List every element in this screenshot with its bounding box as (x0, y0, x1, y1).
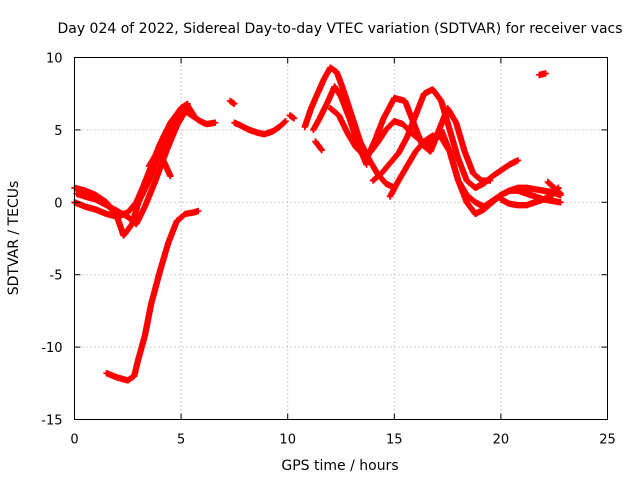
data-point-markers (286, 112, 298, 122)
series-trace-15 (369, 86, 522, 191)
x-tick-label: 5 (177, 433, 185, 448)
data-point-markers (231, 118, 289, 138)
series-trace-19 (536, 70, 549, 79)
y-tick-label: 10 (46, 52, 63, 67)
y-tick-label: 5 (54, 124, 62, 139)
y-tick-label: -10 (41, 341, 62, 356)
y-tick-label: 0 (54, 196, 62, 211)
ticks-layer: 0 5 10 15 20 25 -15 -10 -5 0 5 10 (41, 52, 616, 448)
data-point-markers (544, 178, 564, 197)
series-trace-5 (145, 148, 174, 180)
series-trace-17 (438, 126, 564, 210)
x-tick-label: 10 (279, 433, 296, 448)
y-axis-label: SDTVAR / TECUs (6, 181, 22, 296)
marks-layer (71, 64, 564, 384)
x-tick-label: 20 (493, 433, 510, 448)
series-trace-8 (226, 97, 238, 107)
series-trace-9 (286, 112, 298, 122)
data-point-markers (369, 86, 522, 191)
series-trace-18 (497, 184, 562, 209)
data-point-markers (438, 126, 564, 210)
plot-frame (74, 57, 608, 420)
y-tick-label: -15 (41, 414, 62, 429)
chart-title: Day 024 of 2022, Sidereal Day-to-day VTE… (57, 21, 622, 37)
series-trace-7 (231, 118, 289, 138)
series-trace-6 (177, 105, 219, 128)
x-axis-label: GPS time / hours (281, 458, 398, 474)
data-point-markers (536, 70, 549, 79)
x-tick-label: 25 (599, 433, 616, 448)
series-trace-20 (544, 178, 564, 197)
series-trace-12 (312, 138, 325, 154)
data-point-markers (177, 105, 219, 128)
series-trace-4 (103, 207, 202, 384)
data-point-markers (73, 107, 189, 228)
data-point-markers (497, 184, 562, 209)
series-trace-3 (73, 107, 189, 228)
x-tick-label: 0 (70, 433, 78, 448)
data-point-markers (312, 138, 325, 154)
x-tick-label: 15 (386, 433, 403, 448)
data-point-markers (103, 207, 202, 384)
data-point-markers (145, 148, 174, 180)
y-tick-label: -5 (50, 269, 63, 284)
data-point-markers (226, 97, 238, 107)
